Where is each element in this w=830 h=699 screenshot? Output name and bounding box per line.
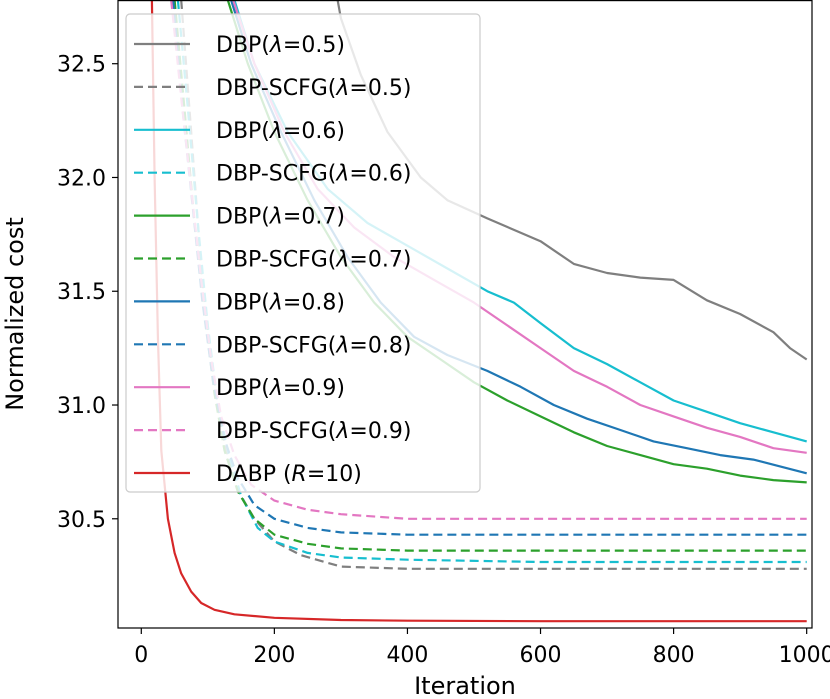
legend: DBP(λ=0.5) DBP-SCFG(λ=0.5) DBP(λ=0.6) DBP-S… [125,13,481,493]
y-tick-label: 32.5 [57,53,106,78]
x-tick-label: 800 [653,643,695,668]
y-tick-label: 32.0 [57,166,106,191]
legend-label: DBP-SCFG(λ=0.9) [216,419,411,444]
x-tick-label: 200 [253,643,295,668]
y-axis: 30.5 31.0 31.5 32.0 32.5 [57,53,118,533]
x-axis-label: Iteration [414,672,516,699]
legend-label: DBP(λ=0.7) [216,205,345,230]
legend-label: DBP-SCFG(λ=0.8) [216,333,411,358]
legend-label: DBP-SCFG(λ=0.5) [216,76,411,101]
y-tick-label: 31.5 [57,280,106,305]
legend-label: DBP-SCFG(λ=0.6) [216,162,411,187]
y-tick-label: 30.5 [57,508,106,533]
x-tick-label: 400 [386,643,428,668]
x-axis: 0 200 400 600 800 1000 [134,628,830,668]
axes-frame [117,0,813,629]
x-tick-label: 600 [520,643,562,668]
legend-label: DBP(λ=0.5) [216,33,345,58]
legend-label: DBP(λ=0.8) [216,290,345,315]
legend-box [125,13,481,493]
legend-label: DBP(λ=0.9) [216,376,345,401]
legend-label: DBP(λ=0.6) [216,119,345,144]
y-tick-label: 31.0 [57,394,106,419]
legend-label: DABP (R=10) [216,462,362,487]
y-axis-label: Normalized cost [1,217,29,411]
legend-label: DBP-SCFG(λ=0.7) [216,248,411,273]
x-tick-label: 1000 [779,643,830,668]
x-tick-label: 0 [134,643,148,668]
